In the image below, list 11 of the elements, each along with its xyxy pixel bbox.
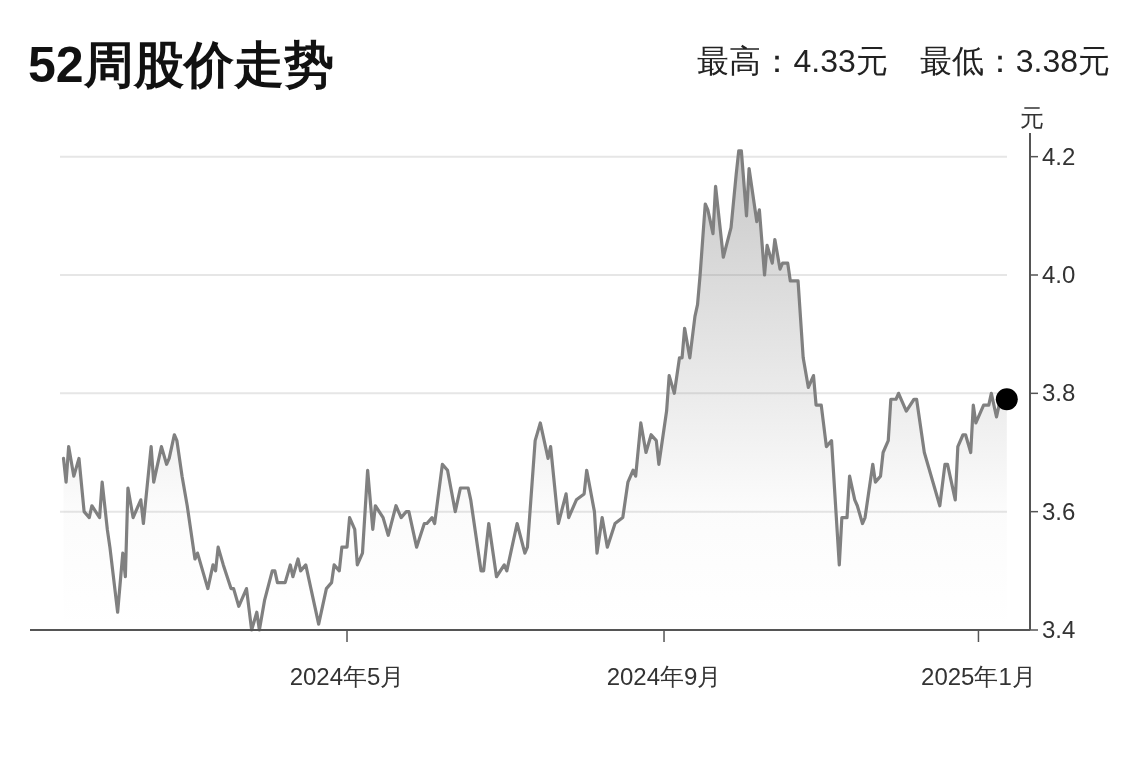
y-tick-label: 3.4 <box>1042 616 1076 643</box>
y-tick-label: 4.0 <box>1042 261 1076 288</box>
x-tick-label: 2024年9月 <box>606 663 722 690</box>
y-tick-label: 4.2 <box>1042 142 1076 170</box>
x-tick-label: 2025年1月 <box>921 663 1036 690</box>
y-tick-label: 3.8 <box>1042 379 1076 407</box>
chart-subtitle: 最高：4.33元 最低：3.38元 <box>697 43 1110 79</box>
chart-title: 52周股价走势 <box>28 37 334 93</box>
y-axis-title: 元 <box>1020 104 1044 131</box>
x-tick-label: 2024年5月 <box>289 663 405 690</box>
y-tick-label: 3.6 <box>1042 497 1076 525</box>
